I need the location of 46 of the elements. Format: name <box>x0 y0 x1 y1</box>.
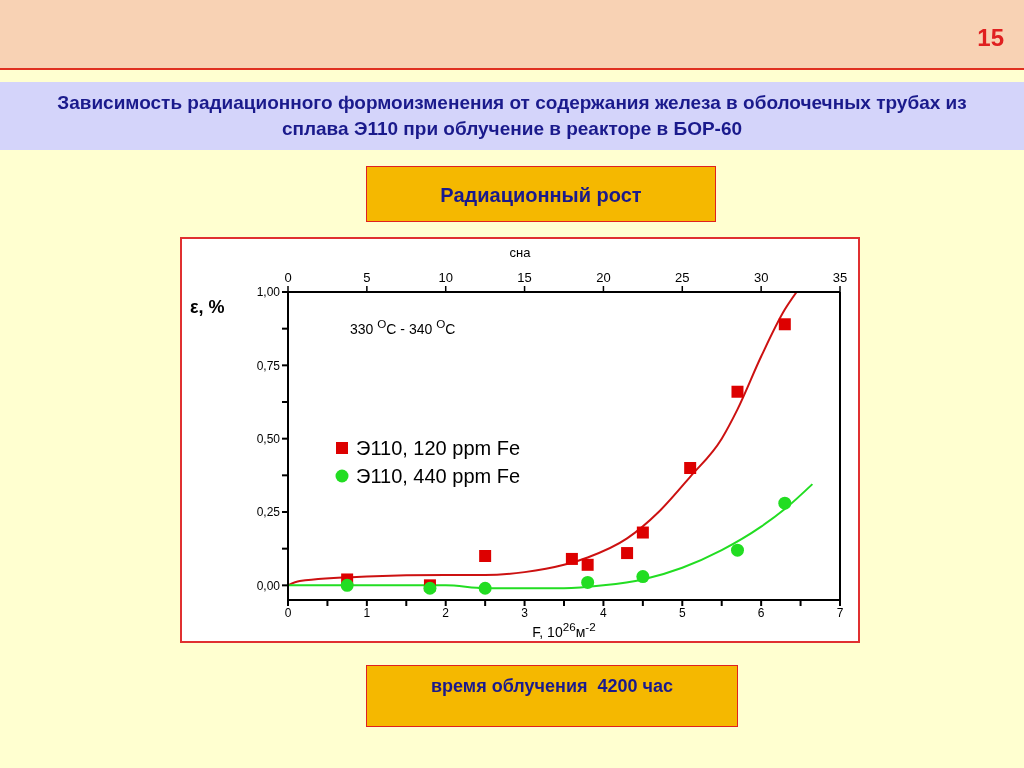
x2-tick-label: 25 <box>675 270 690 285</box>
x-tick-label: 7 <box>836 605 844 620</box>
point <box>778 318 791 331</box>
y-tick-label: 0,00 <box>256 578 281 593</box>
point <box>565 552 578 565</box>
chart-title: Зависимость радиационного формоизменения от содержания железа в оболочечных трубах из сплава Э110 при облучение в реакторе в БОР-60 <box>0 82 1024 150</box>
point <box>479 550 492 562</box>
x-tick-label: 1 <box>363 605 371 620</box>
x2-tick-label: 10 <box>438 270 453 285</box>
x-tick-label: 6 <box>757 605 765 620</box>
point <box>778 496 792 510</box>
line-series <box>288 292 798 587</box>
point <box>581 575 595 589</box>
point <box>731 385 744 398</box>
annotation: 330 $^{O}$C - 340 $^{O}$C <box>350 317 456 337</box>
chart-subtitle: Радиационный рост <box>366 166 716 222</box>
text: 15 <box>977 24 1004 52</box>
x2-tick-label: 35 <box>832 270 848 285</box>
legend-label: Э110, 120 ppm Fe <box>356 436 521 460</box>
point <box>340 578 354 592</box>
point <box>621 547 634 560</box>
x2-tick-label: 15 <box>517 270 532 285</box>
y-axis-title: ε, % <box>190 297 225 318</box>
x2-tick-label: 5 <box>363 270 371 285</box>
x2-tick-label: 20 <box>596 270 611 285</box>
y-tick-label: 0,25 <box>256 505 281 520</box>
x-tick-label: 3 <box>521 605 529 620</box>
x-tick-label: 2 <box>442 605 450 620</box>
x-tick-label: 0 <box>284 605 292 620</box>
y-tick-label: 0,50 <box>256 431 281 446</box>
x-tick-label: 5 <box>678 605 686 620</box>
point <box>636 570 650 584</box>
point <box>478 581 492 595</box>
x-axis-title: F, 10$^{26}$м$^{-2}$ <box>531 620 597 640</box>
y-tick-label: 0,75 <box>256 358 281 373</box>
point <box>730 543 744 557</box>
x2-tick-label: 30 <box>753 270 769 285</box>
point <box>581 558 594 571</box>
x2-tick-label: 0 <box>284 270 292 285</box>
legend-label: Э110, 440 ppm Fe <box>356 464 521 488</box>
x2-axis-title: сна <box>508 245 532 260</box>
text: время облучения 4200 час <box>366 665 738 727</box>
point <box>636 526 649 539</box>
x-tick-label: 4 <box>600 605 608 620</box>
point <box>684 462 697 474</box>
y-tick-label: 1,00 <box>256 285 281 300</box>
